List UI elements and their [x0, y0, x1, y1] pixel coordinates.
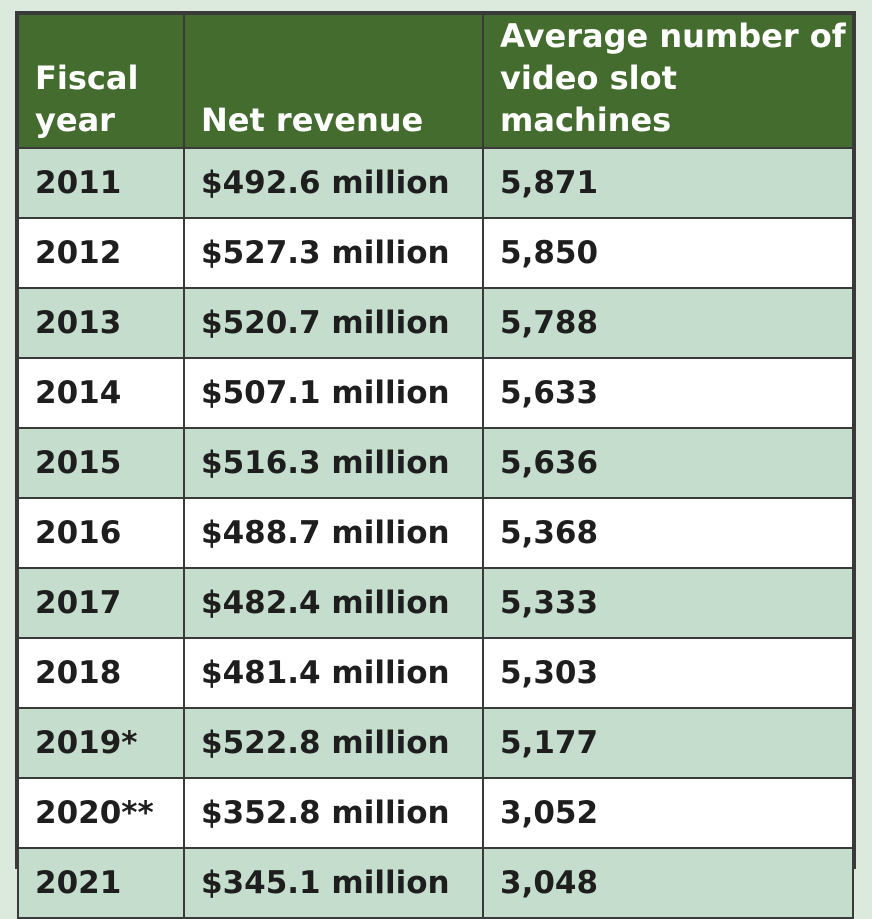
table-header-row: Fiscal year Net revenue Average number o… — [17, 13, 854, 149]
cell-fiscal-year: 2012 — [17, 217, 185, 289]
cell-slot-machines: 5,303 — [482, 637, 854, 709]
cell-fiscal-year: 2013 — [17, 287, 185, 359]
cell-slot-machines: 5,871 — [482, 147, 854, 219]
cell-net-revenue: $507.1 million — [183, 357, 484, 429]
table-row: 2018 $481.4 million 5,303 — [17, 637, 854, 709]
cell-fiscal-year: 2011 — [17, 147, 185, 219]
revenue-table: Fiscal year Net revenue Average number o… — [17, 13, 854, 919]
table-row: 2015 $516.3 million 5,636 — [17, 427, 854, 499]
column-header-fiscal-year: Fiscal year — [17, 13, 185, 149]
cell-slot-machines: 5,636 — [482, 427, 854, 499]
cell-net-revenue: $516.3 million — [183, 427, 484, 499]
cell-slot-machines: 5,633 — [482, 357, 854, 429]
cell-net-revenue: $482.4 million — [183, 567, 484, 639]
cell-fiscal-year: 2019* — [17, 707, 185, 779]
table-row: 2012 $527.3 million 5,850 — [17, 217, 854, 289]
cell-net-revenue: $522.8 million — [183, 707, 484, 779]
data-table-container: Fiscal year Net revenue Average number o… — [15, 11, 856, 919]
cell-slot-machines: 5,333 — [482, 567, 854, 639]
cell-net-revenue: $527.3 million — [183, 217, 484, 289]
cell-slot-machines: 5,788 — [482, 287, 854, 359]
cell-slot-machines: 5,368 — [482, 497, 854, 569]
cell-slot-machines: 3,052 — [482, 777, 854, 849]
cell-slot-machines: 5,850 — [482, 217, 854, 289]
cell-fiscal-year: 2020** — [17, 777, 185, 849]
column-header-net-revenue: Net revenue — [183, 13, 484, 149]
cell-fiscal-year: 2014 — [17, 357, 185, 429]
cell-fiscal-year: 2017 — [17, 567, 185, 639]
cell-net-revenue: $520.7 million — [183, 287, 484, 359]
table-row: 2011 $492.6 million 5,871 — [17, 147, 854, 219]
table-row: 2013 $520.7 million 5,788 — [17, 287, 854, 359]
cell-fiscal-year: 2021 — [17, 847, 185, 919]
cell-net-revenue: $352.8 million — [183, 777, 484, 849]
table-row: 2016 $488.7 million 5,368 — [17, 497, 854, 569]
column-header-slot-machines: Average number of video slot machines — [482, 13, 854, 149]
cell-net-revenue: $481.4 million — [183, 637, 484, 709]
cell-net-revenue: $492.6 million — [183, 147, 484, 219]
cell-net-revenue: $488.7 million — [183, 497, 484, 569]
cell-fiscal-year: 2018 — [17, 637, 185, 709]
cell-slot-machines: 5,177 — [482, 707, 854, 779]
table-row: 2021 $345.1 million 3,048 — [17, 847, 854, 919]
cell-fiscal-year: 2016 — [17, 497, 185, 569]
cell-fiscal-year: 2015 — [17, 427, 185, 499]
table-row: 2020** $352.8 million 3,052 — [17, 777, 854, 849]
table-row: 2014 $507.1 million 5,633 — [17, 357, 854, 429]
table-row: 2019* $522.8 million 5,177 — [17, 707, 854, 779]
cell-net-revenue: $345.1 million — [183, 847, 484, 919]
table-row: 2017 $482.4 million 5,333 — [17, 567, 854, 639]
cell-slot-machines: 3,048 — [482, 847, 854, 919]
